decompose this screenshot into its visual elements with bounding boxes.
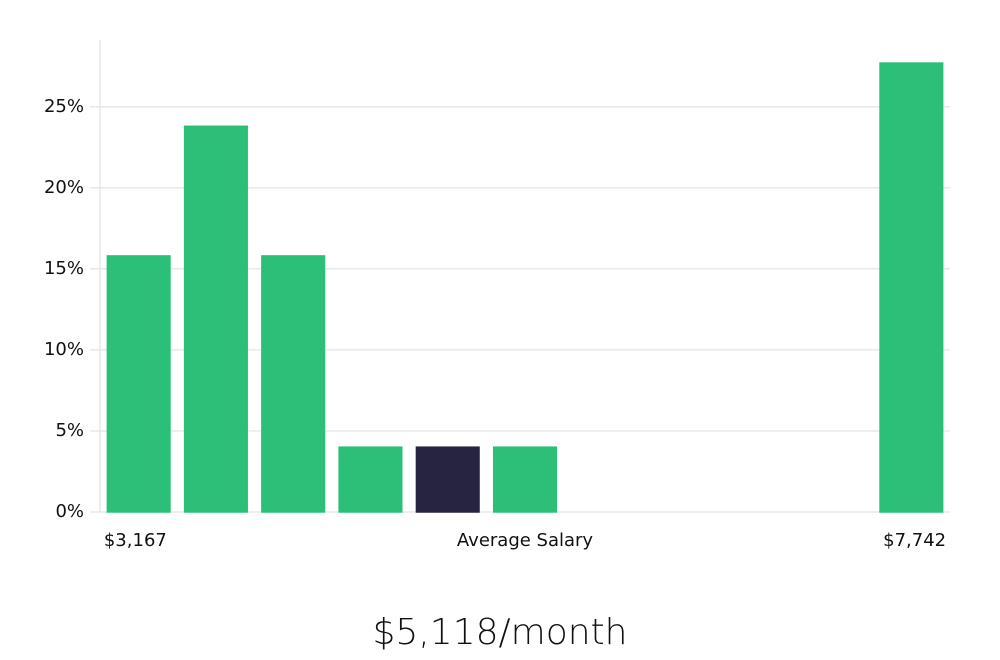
x-tick-label: $7,742 bbox=[883, 530, 946, 551]
x-axis-label: Average Salary bbox=[457, 530, 594, 551]
y-tick-label: 25% bbox=[44, 96, 84, 117]
y-tick-label: 10% bbox=[44, 339, 84, 360]
bar bbox=[106, 255, 171, 513]
x-tick-label: $3,167 bbox=[104, 530, 167, 551]
bar bbox=[338, 446, 403, 513]
bar bbox=[879, 62, 944, 513]
bar bbox=[492, 446, 558, 513]
y-tick-label: 5% bbox=[55, 420, 84, 441]
bar bbox=[415, 446, 480, 513]
y-tick-label: 20% bbox=[44, 177, 84, 198]
annotation: $5,118/month bbox=[373, 612, 628, 653]
y-tick-label: 15% bbox=[44, 258, 84, 279]
bar bbox=[183, 125, 248, 513]
y-tick-label: 0% bbox=[55, 501, 84, 522]
bar bbox=[261, 255, 326, 513]
